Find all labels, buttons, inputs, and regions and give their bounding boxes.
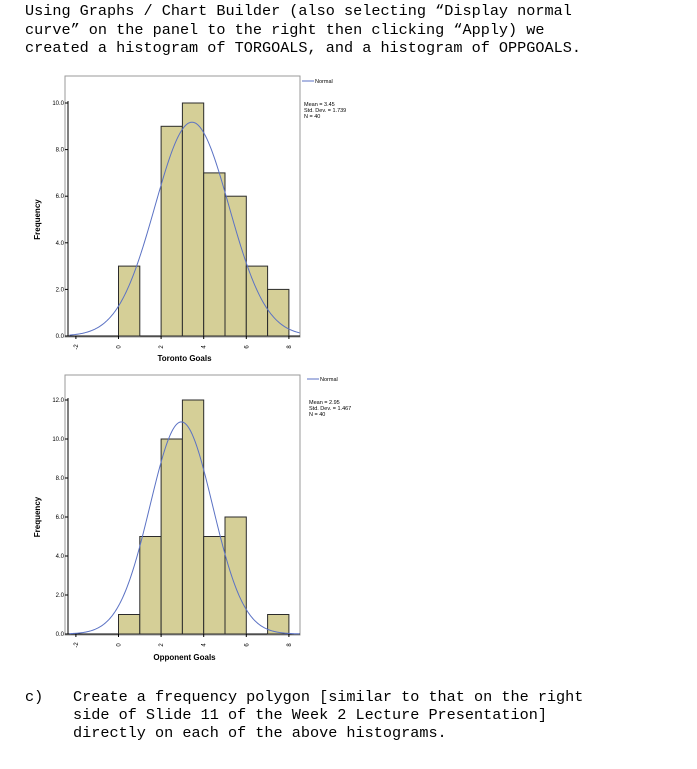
- histogram-bar: [118, 265, 141, 337]
- histogram-bar: [267, 614, 290, 635]
- legend-n: N = 40: [309, 412, 325, 418]
- part-c-label: c): [25, 688, 44, 706]
- histogram-bar: [203, 172, 226, 337]
- x-tick-label: -2: [74, 642, 80, 648]
- histogram-bar: [181, 102, 205, 337]
- normal-curve: [69, 121, 300, 336]
- normal-curve: [69, 421, 300, 635]
- x-tick-label: 6: [244, 643, 250, 647]
- legend-mean: Mean = 2.95: [309, 400, 340, 406]
- histogram-bar: [224, 516, 247, 635]
- x-tick-label: 2: [159, 345, 165, 349]
- x-tick-label: 6: [244, 345, 250, 349]
- histogram-bar: [160, 438, 183, 635]
- histogram-bar: [267, 288, 290, 337]
- y-tick-label: 2.0: [56, 287, 65, 293]
- legend-mean: Mean = 3.45: [304, 102, 335, 108]
- histogram-toronto-goals: 0.0 2.0 4.0 6.0 8.0 10.0 -2 0 2 4 6 8 Toronto Goals F…: [33, 75, 346, 363]
- x-tick-label: 8: [287, 643, 293, 647]
- legend-std-dev: Std. Dev. = 1.739: [304, 108, 346, 114]
- intro-paragraph: Using Graphs / Chart Builder (also selec…: [25, 2, 581, 57]
- y-tick-label: 0.0: [56, 334, 65, 340]
- histogram-opponent-goals: 0.0 2.0 4.0 6.0 8.0 10.0 12.0 -2 0 2 4 6 8 Opponent G…: [33, 374, 351, 662]
- y-tick-label: 0.0: [56, 632, 65, 638]
- x-tick-label: 0: [117, 643, 123, 647]
- plot-frame: [64, 374, 301, 636]
- y-tick-label: 8.0: [56, 148, 65, 154]
- y-tick-label: 6.0: [56, 194, 65, 200]
- x-tick-label: -2: [74, 344, 80, 350]
- legend-series-label: Normal: [315, 79, 333, 85]
- y-tick-label: 4.0: [56, 241, 65, 247]
- x-tick-label: 8: [287, 345, 293, 349]
- y-tick-label: 4.0: [56, 554, 65, 560]
- histogram-bar: [139, 536, 162, 635]
- y-tick-label: 8.0: [56, 476, 65, 482]
- x-axis-title: Toronto Goals: [157, 354, 212, 363]
- histogram-bar: [181, 399, 205, 635]
- part-c-question: Create a frequency polygon [similar to t…: [73, 688, 584, 742]
- y-tick-label: 2.0: [56, 593, 65, 599]
- y-tick-label: 12.0: [52, 398, 64, 404]
- histogram-bar: [245, 265, 269, 337]
- x-tick-label: 4: [202, 643, 208, 647]
- y-axis-title: Frequency: [33, 496, 42, 537]
- x-tick-label: 4: [202, 345, 208, 349]
- plot-frame: [64, 75, 301, 338]
- histogram-bar: [203, 536, 226, 635]
- histogram-bar: [224, 195, 247, 337]
- y-tick-label: 6.0: [56, 515, 65, 521]
- x-tick-label: 2: [159, 643, 165, 647]
- legend-std-dev: Std. Dev. = 1.467: [309, 406, 351, 412]
- y-tick-label: 10.0: [52, 437, 64, 443]
- histogram-bar: [118, 614, 141, 635]
- legend-series-label: Normal: [320, 377, 338, 383]
- x-axis-title: Opponent Goals: [153, 653, 216, 662]
- y-axis-title: Frequency: [33, 199, 42, 240]
- x-tick-label: 0: [117, 345, 123, 349]
- histogram-bar: [160, 125, 183, 337]
- y-tick-label: 10.0: [52, 101, 64, 107]
- legend-n: N = 40: [304, 114, 320, 120]
